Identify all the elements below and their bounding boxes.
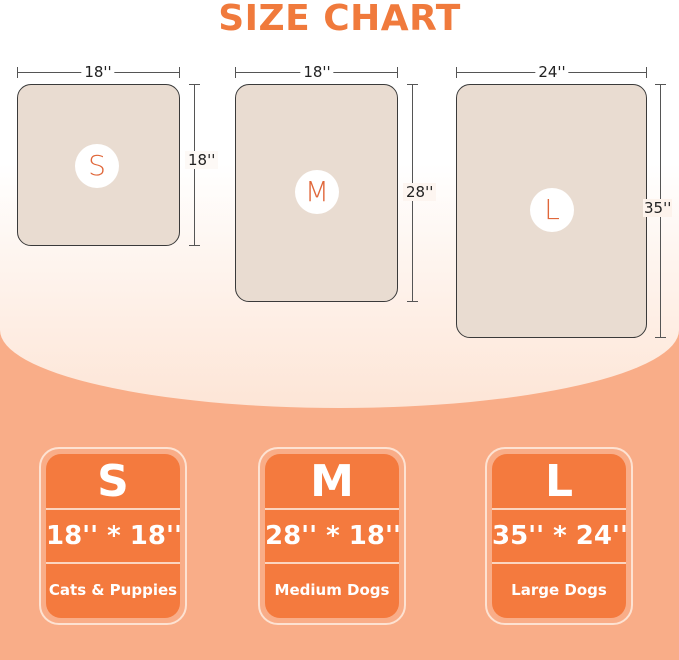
card-letter: M [265,454,399,510]
size-card-s: S 18'' * 18'' Cats & Puppies [39,447,187,625]
l-length-label: 35'' [643,199,673,217]
s-badge: S [75,144,119,188]
card-label: Cats & Puppies [48,581,178,599]
m-width-label: 18'' [300,63,334,81]
card-dimensions: 35'' * 24'' [492,510,628,564]
card-label: Medium Dogs [274,581,390,599]
page-title: SIZE CHART [218,0,461,39]
card-letter: L [492,454,626,510]
size-card-l: L 35'' * 24'' Large Dogs [485,447,633,625]
card-label: Large Dogs [511,581,607,599]
size-card-m: M 28'' * 18'' Medium Dogs [258,447,406,625]
card-dimensions: 18'' * 18'' [46,510,182,564]
card-letter: S [46,454,180,510]
l-width-label: 24'' [535,63,569,81]
s-length-label: 18'' [185,151,219,169]
l-badge: L [530,188,574,232]
card-dimensions: 28'' * 18'' [265,510,401,564]
m-badge: M [295,170,339,214]
m-length-label: 28'' [403,183,437,201]
s-width-label: 18'' [81,63,115,81]
